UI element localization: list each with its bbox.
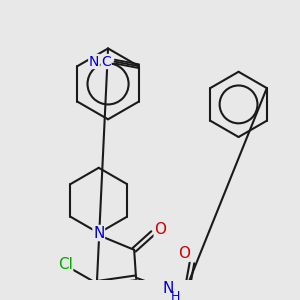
Text: O: O bbox=[178, 246, 190, 261]
Text: N: N bbox=[162, 281, 173, 296]
Text: O: O bbox=[154, 222, 166, 237]
Text: N: N bbox=[93, 226, 104, 241]
Text: C: C bbox=[101, 55, 111, 68]
Text: N: N bbox=[89, 55, 99, 68]
Text: Cl: Cl bbox=[58, 257, 73, 272]
Text: H: H bbox=[170, 290, 180, 300]
